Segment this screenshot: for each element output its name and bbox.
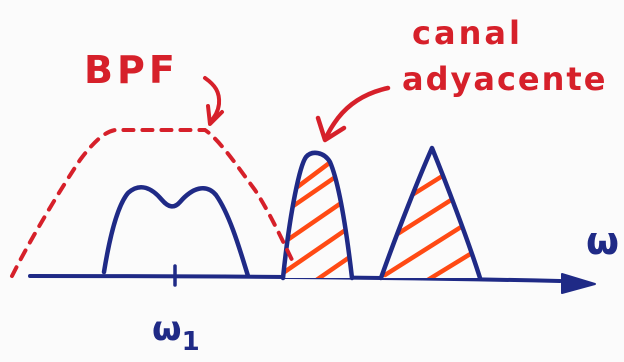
canal-pointer-arrow [323,85,391,141]
omega1-label: ω1 [152,309,200,357]
omega-axis-label: ω [586,219,619,263]
adjacent-channel-2-outline [378,145,483,281]
main-signal-spectrum [101,184,251,279]
bpf-pointer-arrowhead [206,104,224,126]
bpf-label: BPF [84,48,179,92]
canal-pointer-arrowhead [315,115,347,143]
adjacent-channel-1-outline [280,150,355,281]
omega1-base: ω [152,309,182,349]
canal-label-line1: canal [412,14,523,52]
adjacent-channel-2-hatch [381,148,480,278]
canal-label-line2: adyacente [402,60,607,98]
bpf-filter-response [10,128,295,278]
axis-arrowhead [561,273,596,294]
omega1-subscript: 1 [182,327,200,357]
